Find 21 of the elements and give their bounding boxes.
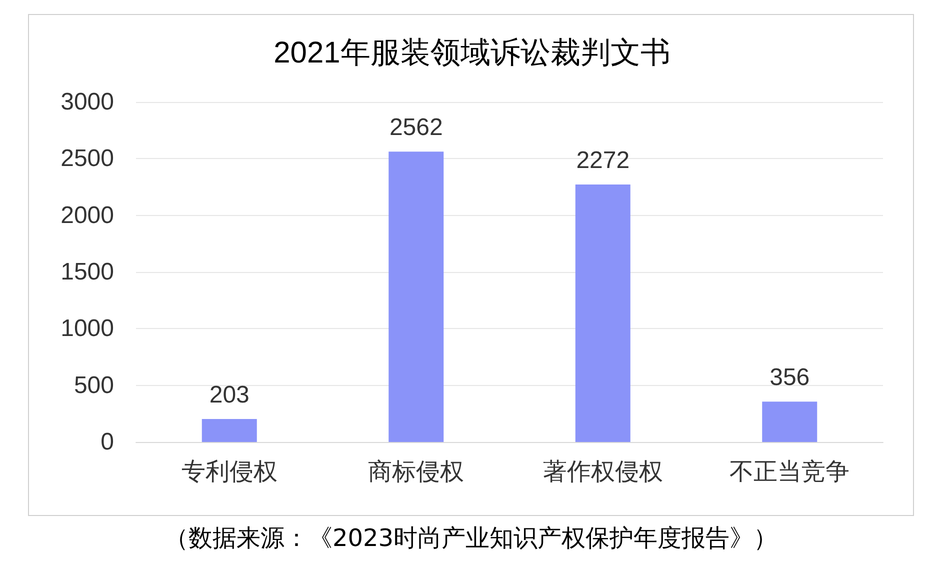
x-tick-label: 不正当竞争 xyxy=(730,458,850,486)
x-tick-label: 著作权侵权 xyxy=(542,458,663,486)
y-tick-label: 2000 xyxy=(60,202,114,229)
y-tick-label: 1000 xyxy=(60,315,114,342)
data-label: 356 xyxy=(770,364,810,392)
x-tick-label: 专利侵权 xyxy=(181,458,278,486)
text: （数据来源：《2023时尚产业知识产权保护年度报告》） xyxy=(163,523,779,554)
bar xyxy=(202,418,257,442)
x-tick-label: 商标侵权 xyxy=(368,458,464,486)
bar xyxy=(762,402,818,442)
data-label: 2272 xyxy=(576,147,630,174)
y-tick-label: 500 xyxy=(74,372,114,399)
data-label: 2562 xyxy=(389,114,443,142)
bar xyxy=(388,152,444,442)
data-label: 203 xyxy=(209,381,250,408)
y-tick-label: 3000 xyxy=(60,88,114,116)
y-tick-label: 2500 xyxy=(60,145,114,172)
y-tick-label: 0 xyxy=(100,428,114,456)
y-tick-label: 1500 xyxy=(60,258,114,286)
bar xyxy=(575,184,630,442)
chart-title: 2021年服装领域诉讼裁判文书 xyxy=(274,36,670,70)
